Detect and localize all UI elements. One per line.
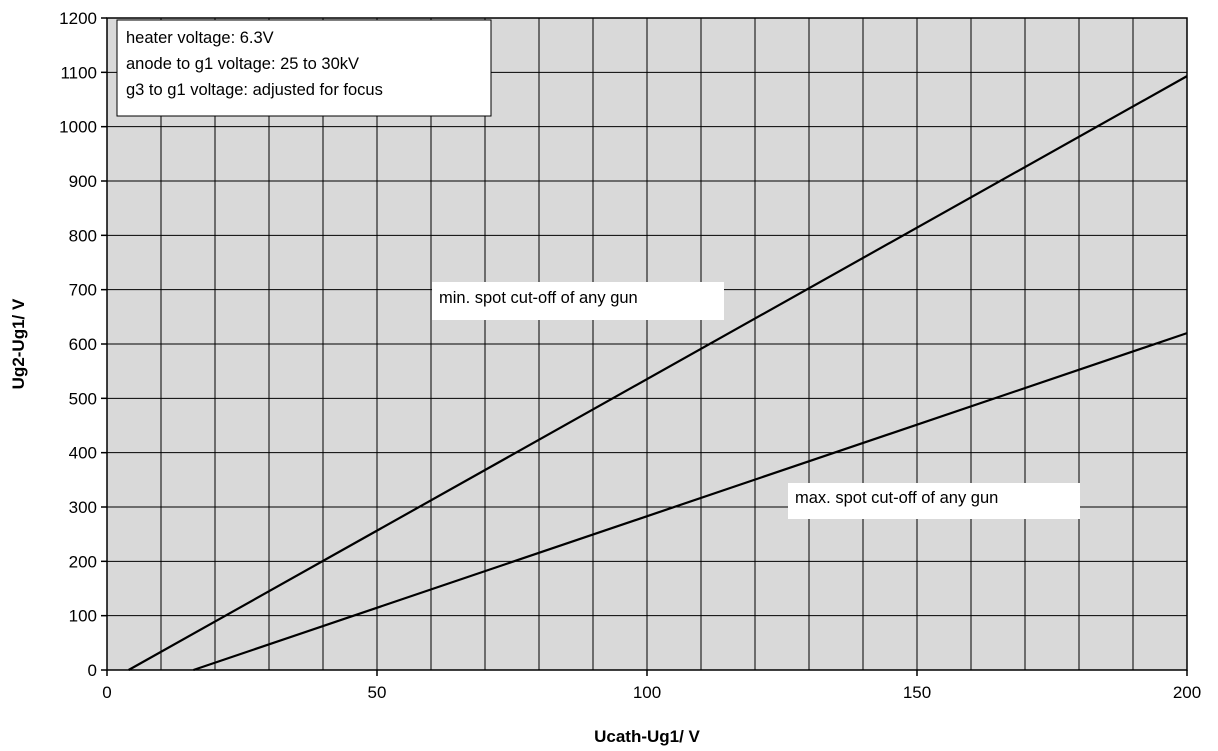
x-axis-title: Ucath-Ug1/ V [594,727,700,746]
y-axis-ticks: 0 100 200 300 400 500 600 700 800 900 1000 1100 1200 [59,9,107,680]
y-tick-label: 1200 [59,9,97,28]
y-axis-title: Ug2-Ug1/ V [9,298,28,389]
series-line-min-cutoff [128,75,1188,671]
y-tick-label: 500 [69,389,97,408]
x-tick-label: 0 [102,683,111,702]
info-box-frame [116,19,492,117]
y-tick-label: 1000 [59,118,97,137]
label-max-cutoff: max. spot cut-off of any gun [788,483,1080,519]
grid [107,18,1187,670]
y-tick-label: 300 [69,498,97,517]
y-tick-label: 200 [69,552,97,571]
y-tick-label: 700 [69,281,97,300]
y-tick-label: 1100 [60,63,97,82]
y-tick-label: 400 [69,444,97,463]
x-tick-label: 100 [633,683,661,702]
label-max-cutoff-text: max. spot cut-off of any gun [795,489,998,507]
series-lines [128,75,1188,672]
label-min-cutoff-text: min. spot cut-off of any gun [439,289,638,307]
info-line-1: heater voltage: 6.3V [126,29,274,47]
x-axis-ticks: 0 50 100 150 200 [102,670,1201,702]
info-line-3: g3 to g1 voltage: adjusted for focus [126,81,383,99]
x-tick-label: 150 [903,683,931,702]
label-min-cutoff: min. spot cut-off of any gun [432,282,724,320]
label-max-cutoff-bg [788,483,1080,519]
x-tick-label: 200 [1173,683,1201,702]
series-line-max-cutoff [193,332,1188,672]
x-tick-label: 50 [368,683,387,702]
info-box: heater voltage: 6.3V anode to g1 voltage… [116,19,492,117]
y-tick-label: 800 [69,226,97,245]
info-line-2: anode to g1 voltage: 25 to 30kV [126,55,359,73]
y-tick-label: 100 [69,607,97,626]
label-min-cutoff-bg [432,282,724,320]
y-tick-label: 0 [88,661,97,680]
y-tick-label: 600 [69,335,97,354]
y-tick-label: 900 [69,172,97,191]
